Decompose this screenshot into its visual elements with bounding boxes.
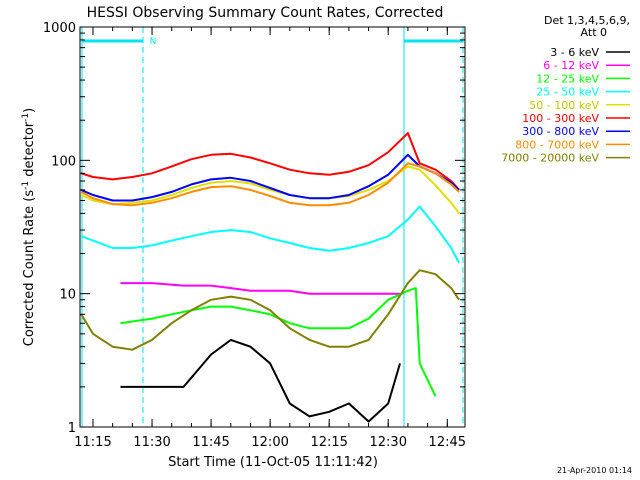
series-line: [120, 287, 437, 397]
y-axis-label: Corrected Count Rate (s-1 detector-1): [21, 108, 37, 346]
y-tick-label: 10: [59, 288, 76, 303]
plot-area: N: [80, 27, 464, 427]
x-tick-label: 11:45: [192, 435, 229, 450]
y-tick-label: 1: [68, 421, 76, 436]
legend-header-detectors: Det 1,3,4,5,6,9,: [544, 14, 630, 27]
legend-label: 300 - 800 keV: [522, 125, 599, 138]
legend-label: 25 - 50 keV: [536, 86, 599, 99]
series-line: [80, 153, 460, 202]
series-line: [120, 338, 401, 423]
x-tick-label: 12:30: [370, 435, 407, 450]
series-line: [120, 282, 400, 295]
series-line: [80, 269, 460, 351]
legend-label: 12 - 25 keV: [536, 72, 599, 85]
legend-label: 50 - 100 keV: [529, 99, 599, 112]
x-tick-label: 11:15: [74, 435, 111, 450]
legend-label: 800 - 7000 keV: [515, 138, 599, 151]
chart-title: HESSI Observing Summary Count Rates, Cor…: [87, 5, 444, 21]
axes: 11:15 11:30 11:45 12:00 12:15 12:30 12:45 1 10 10…: [43, 21, 466, 450]
x-tick-label: 12:00: [251, 435, 288, 450]
x-tick-label: 12:45: [429, 435, 466, 450]
legend-header-attenuator: Att 0: [581, 26, 607, 39]
x-tick-label: 12:15: [310, 435, 347, 450]
x-tick-label: 11:30: [133, 435, 170, 450]
y-tick-label: 100: [51, 154, 76, 169]
timestamp: 21-Apr-2010 01:14: [557, 466, 632, 475]
series-line: [80, 165, 460, 214]
legend-label: 6 - 12 keV: [543, 59, 599, 72]
legend-label: 100 - 300 keV: [522, 112, 599, 125]
night-marker-label: N: [150, 37, 157, 47]
series-line: [80, 132, 460, 191]
series-line: [80, 162, 460, 207]
y-tick-label: 1000: [43, 21, 76, 36]
legend-label: 7000 - 20000 keV: [501, 152, 599, 165]
legend-label: 3 - 6 keV: [550, 46, 599, 59]
x-axis-label: Start Time (11-Oct-05 11:11:42): [168, 455, 378, 470]
plot-frame: [79, 26, 466, 428]
series-line: [80, 205, 460, 264]
